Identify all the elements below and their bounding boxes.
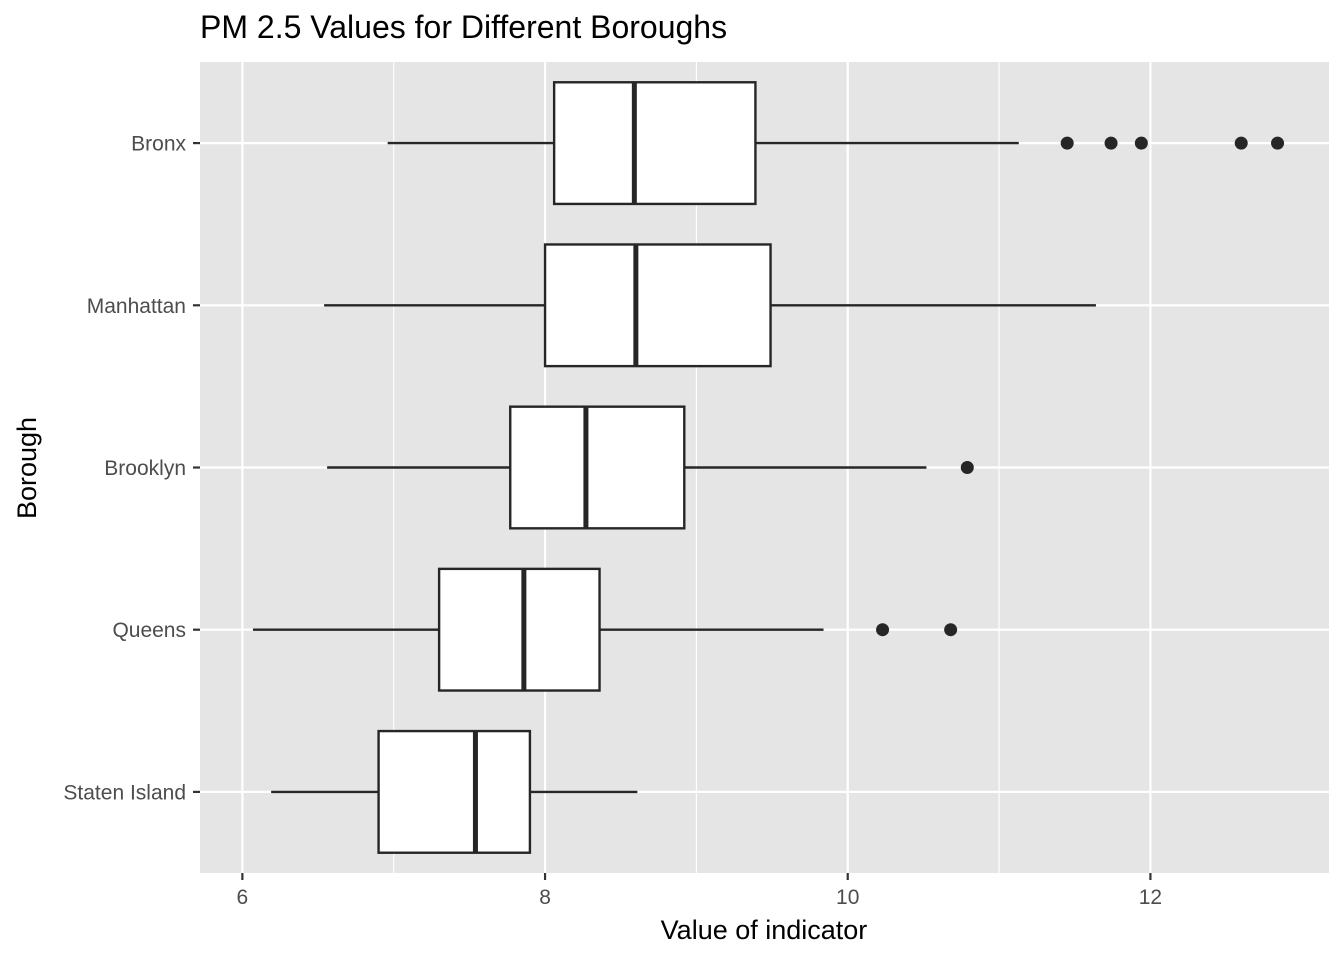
box-iqr — [543, 243, 772, 368]
x-tick-label: 12 — [1139, 886, 1162, 909]
box-iqr — [552, 81, 757, 206]
outlier-point — [944, 623, 958, 637]
chart-title: PM 2.5 Values for Different Boroughs — [200, 9, 727, 45]
box-iqr — [509, 405, 686, 530]
outlier-point — [1234, 136, 1248, 150]
box-staten-island — [271, 729, 638, 854]
box-bronx — [387, 81, 1285, 206]
outlier-point — [1060, 136, 1074, 150]
y-axis-title: Borough — [12, 417, 42, 519]
y-tick-label: Queens — [112, 619, 186, 642]
x-axis-title: Value of indicator — [661, 915, 868, 945]
x-tick-label: 8 — [539, 886, 551, 909]
x-tick-label: 10 — [836, 886, 859, 909]
box-iqr — [437, 567, 601, 692]
x-axis: 6 8 10 12 — [237, 873, 1162, 909]
y-tick-label: Manhattan — [87, 295, 186, 318]
outlier-point — [876, 623, 890, 637]
y-tick-label: Bronx — [131, 133, 186, 156]
box-queens — [252, 567, 958, 692]
box-manhattan — [324, 243, 1096, 368]
outlier-point — [1134, 136, 1148, 150]
x-tick-label: 6 — [237, 886, 249, 909]
box-iqr — [377, 729, 532, 854]
y-axis: Bronx Manhattan Brooklyn Queens Staten Islan… — [63, 133, 200, 804]
outlier-point — [1104, 136, 1118, 150]
outlier-point — [960, 461, 974, 474]
box-series — [252, 81, 1285, 854]
box-brooklyn — [327, 405, 974, 530]
y-tick-label: Brooklyn — [104, 457, 186, 480]
outlier-point — [1271, 136, 1285, 150]
y-tick-label: Staten Island — [63, 781, 186, 804]
